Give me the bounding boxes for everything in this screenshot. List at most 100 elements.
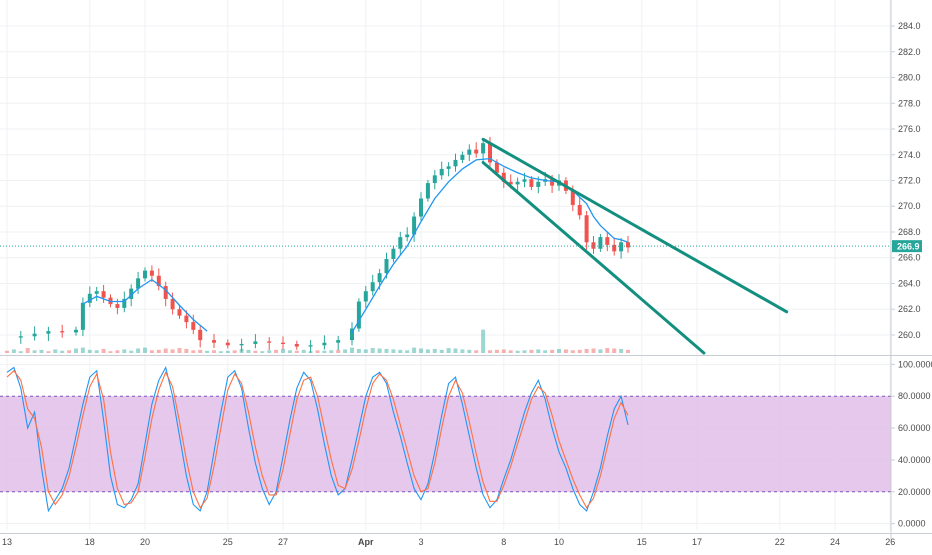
candle-body bbox=[363, 291, 368, 302]
volume-bar bbox=[191, 350, 196, 353]
volume-bar bbox=[205, 350, 210, 353]
volume-bar bbox=[419, 348, 423, 353]
time-tick-label: 3 bbox=[418, 537, 423, 547]
volume-bar bbox=[143, 347, 147, 353]
candle-body bbox=[619, 242, 624, 252]
volume-bar bbox=[494, 349, 499, 353]
price-tick-label: 284.0 bbox=[898, 21, 921, 31]
candle-body bbox=[184, 315, 189, 323]
volume-bar bbox=[129, 350, 134, 353]
candle-body bbox=[60, 331, 65, 333]
time-tick-label: 25 bbox=[223, 537, 233, 547]
volume-bar bbox=[488, 350, 492, 353]
price-tick-label: 270.0 bbox=[898, 201, 921, 211]
volume-bar bbox=[5, 350, 9, 353]
price-tick-label: 272.0 bbox=[898, 176, 921, 186]
volume-bars bbox=[5, 329, 630, 353]
volume-bar bbox=[508, 350, 513, 353]
volume-bar bbox=[122, 349, 127, 353]
candle-body bbox=[398, 237, 403, 249]
price-tick-label: 282.0 bbox=[898, 47, 921, 57]
candle-body bbox=[460, 154, 465, 160]
volume-bar bbox=[412, 347, 417, 353]
candle-body bbox=[350, 328, 354, 341]
time-tick-label: 27 bbox=[278, 537, 288, 547]
volume-bar bbox=[356, 348, 361, 353]
trendline[interactable] bbox=[481, 137, 789, 314]
volume-bar bbox=[501, 349, 506, 353]
volume-bar bbox=[474, 350, 479, 353]
volume-bar bbox=[232, 350, 237, 353]
candle-body bbox=[570, 190, 575, 205]
candle-body bbox=[577, 204, 582, 216]
volume-bar bbox=[529, 349, 534, 353]
volume-bar bbox=[218, 351, 223, 353]
volume-bar bbox=[563, 349, 568, 353]
price-tick-label: 278.0 bbox=[898, 98, 921, 108]
moving-average-line bbox=[82, 157, 629, 333]
time-tick-label: 13 bbox=[2, 537, 12, 547]
volume-bar bbox=[363, 349, 368, 353]
candle-body bbox=[239, 343, 244, 346]
volume-bar bbox=[301, 349, 306, 353]
candle-body bbox=[101, 291, 106, 298]
axes bbox=[0, 0, 932, 540]
candle-body bbox=[198, 329, 203, 341]
volume-bar bbox=[584, 348, 589, 353]
volume-bar bbox=[522, 350, 527, 353]
candle-body bbox=[370, 282, 375, 292]
volume-bar bbox=[177, 348, 182, 353]
candle-body bbox=[384, 259, 389, 274]
volume-bar bbox=[67, 350, 72, 353]
volume-bar bbox=[384, 348, 389, 353]
volume-bar bbox=[543, 350, 548, 353]
trendline[interactable] bbox=[481, 160, 706, 355]
volume-bar bbox=[398, 349, 403, 353]
price-tick-label: 260.0 bbox=[898, 330, 921, 340]
moving-average-line bbox=[351, 157, 629, 333]
volume-bar bbox=[74, 348, 78, 353]
candle-body bbox=[87, 293, 92, 303]
volume-bar bbox=[287, 350, 292, 353]
volume-bar bbox=[260, 351, 265, 353]
volume-bar bbox=[163, 348, 168, 353]
candle-body bbox=[18, 336, 23, 338]
candle-body bbox=[46, 331, 51, 334]
candle-body bbox=[156, 275, 161, 287]
volume-bar bbox=[536, 349, 541, 353]
candle-body bbox=[115, 304, 120, 308]
candle-body bbox=[508, 181, 513, 185]
candle-body bbox=[308, 345, 313, 347]
stochastic-k-line bbox=[6, 366, 629, 513]
volume-bar bbox=[350, 347, 354, 353]
stoch-tick-label: 40.0000 bbox=[898, 455, 931, 465]
volume-bar bbox=[246, 349, 251, 353]
candle-body bbox=[591, 242, 596, 249]
volume-bar bbox=[156, 349, 161, 353]
volume-bar bbox=[322, 350, 327, 353]
volume-bar bbox=[370, 348, 375, 353]
price-tick-label: 268.0 bbox=[898, 227, 921, 237]
time-tick-label: 15 bbox=[637, 537, 647, 547]
volume-bar bbox=[39, 349, 44, 353]
trendline-drawings[interactable] bbox=[0, 137, 891, 355]
volume-bar bbox=[281, 348, 285, 353]
volume-bar bbox=[598, 349, 603, 353]
candle-body bbox=[122, 298, 127, 308]
volume-bar bbox=[336, 349, 341, 353]
price-tick-label: 280.0 bbox=[898, 73, 921, 83]
volume-bar bbox=[377, 348, 382, 353]
volume-bar bbox=[343, 349, 348, 353]
candle-body bbox=[356, 301, 361, 329]
volume-bar bbox=[570, 350, 575, 353]
candle-body bbox=[177, 309, 182, 316]
volume-bar bbox=[460, 349, 465, 353]
volume-bar bbox=[32, 350, 37, 353]
candle-body bbox=[212, 340, 216, 343]
candle-body bbox=[294, 343, 299, 347]
volume-bar bbox=[108, 351, 113, 353]
volume-bar bbox=[60, 350, 65, 353]
volume-bar bbox=[225, 350, 230, 353]
